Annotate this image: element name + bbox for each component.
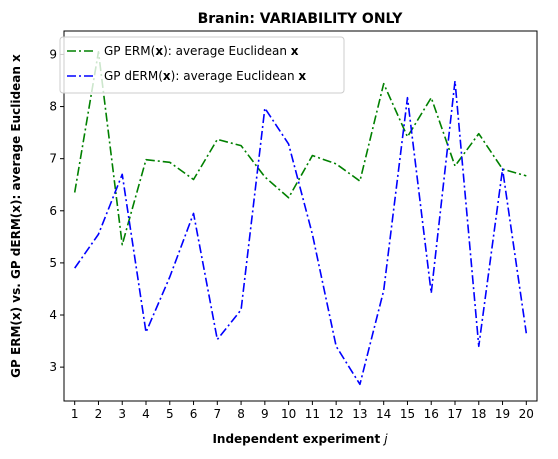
y-tick-label: 7 bbox=[49, 152, 57, 166]
x-tick-label: 1 bbox=[71, 407, 79, 421]
x-axis-title-text: Independent experiment bbox=[212, 432, 380, 446]
x-tick-label: 11 bbox=[305, 407, 320, 421]
x-tick-label: 16 bbox=[424, 407, 439, 421]
x-tick-label: 17 bbox=[447, 407, 462, 421]
x-tick-label: 19 bbox=[495, 407, 510, 421]
plot-frame bbox=[63, 30, 538, 402]
legend-label-1: GP ERM(x): average Euclidean x bbox=[104, 44, 299, 58]
legend-label-part: ): average Euclidean bbox=[171, 69, 299, 83]
legend-label-part: GP ERM( bbox=[104, 44, 155, 58]
y-axis-title: GP ERM(x) vs. GP dERM(x): average Euclid… bbox=[9, 54, 23, 378]
series-layer bbox=[73, 51, 528, 386]
legend: GP ERM(x): average Euclidean xGP dERM(x)… bbox=[59, 36, 345, 94]
x-tick-label: 12 bbox=[329, 407, 344, 421]
legend-label-part: ): average Euclidean bbox=[163, 44, 291, 58]
series-line-1 bbox=[73, 51, 527, 246]
legend-label-2: GP dERM(x): average Euclidean x bbox=[104, 69, 306, 83]
x-tick-label: 18 bbox=[471, 407, 486, 421]
x-axis-title: Independent experiment j bbox=[212, 432, 388, 446]
x-tick-label: 4 bbox=[142, 407, 150, 421]
x-tick-label: 3 bbox=[118, 407, 126, 421]
y-tick-label: 5 bbox=[49, 256, 57, 270]
x-tick-label: 6 bbox=[190, 407, 198, 421]
legend-label-part: x bbox=[155, 44, 163, 58]
y-tick-label: 4 bbox=[49, 308, 57, 322]
x-tick-label: 7 bbox=[213, 407, 221, 421]
x-tick-label: 20 bbox=[519, 407, 534, 421]
y-tick-label: 6 bbox=[49, 204, 57, 218]
x-tick-label: 14 bbox=[376, 407, 391, 421]
x-tick-label: 13 bbox=[352, 407, 367, 421]
x-tick-label: 9 bbox=[261, 407, 269, 421]
x-tick-label: 8 bbox=[237, 407, 245, 421]
x-axis: 1 2 3 4 5 6 7 8 9 10 11 12 13 14 15 16 17 18 19 20 bbox=[71, 401, 534, 421]
y-tick-label: 9 bbox=[49, 47, 57, 61]
x-tick-label: 10 bbox=[281, 407, 296, 421]
x-tick-label: 5 bbox=[166, 407, 174, 421]
legend-label-part: GP dERM( bbox=[104, 69, 163, 83]
legend-box bbox=[59, 36, 345, 94]
x-tick-label: 15 bbox=[400, 407, 415, 421]
legend-label-part: x bbox=[163, 69, 171, 83]
x-axis-title-var: j bbox=[382, 432, 388, 446]
x-tick-label: 2 bbox=[95, 407, 103, 421]
y-tick-label: 3 bbox=[49, 360, 57, 374]
legend-label-part: x bbox=[291, 44, 299, 58]
legend-label-part: x bbox=[298, 69, 306, 83]
series-line-2 bbox=[74, 80, 528, 386]
chart-title: Branin: VARIABILITY ONLY bbox=[198, 11, 404, 27]
y-tick-label: 8 bbox=[49, 100, 57, 114]
